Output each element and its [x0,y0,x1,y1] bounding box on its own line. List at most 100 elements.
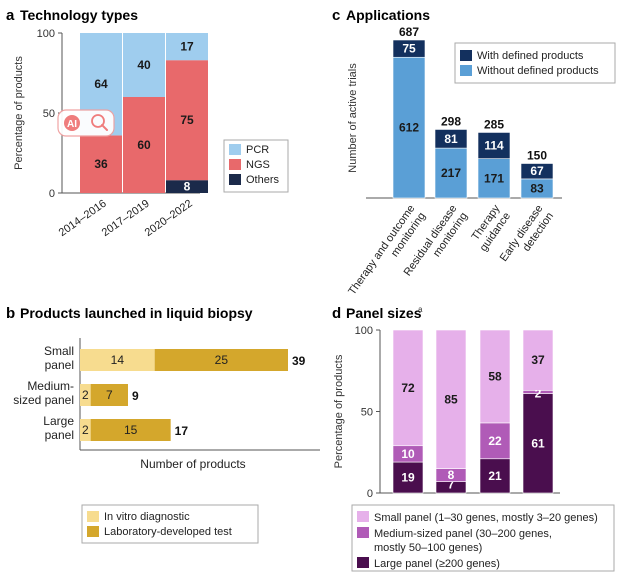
data-label: 8 [448,468,455,482]
category-label: 2014–2016 [57,198,109,239]
legend-box [454,42,616,84]
bar-segment [434,147,468,199]
chart-title: Applications [346,7,430,23]
category-label: 2017–2019 [100,198,152,239]
data-label: 2 [82,388,89,402]
data-label: 36 [94,157,108,171]
y-tick-label: 100 [355,325,373,337]
data-label: 72 [401,381,415,395]
bar-segment [522,329,554,391]
search-icon-handle [101,124,108,131]
panel-letter: d [332,305,341,322]
bar-segment-pcr [123,33,165,97]
data-label: 8 [184,180,191,194]
total-label: 285 [484,117,504,131]
data-label: 612 [399,121,419,135]
data-label: 37 [531,353,545,367]
bar-segment-ngs [166,60,208,181]
data-label: 75 [402,42,416,56]
legend-label: PCR [246,144,269,156]
data-label: 40 [137,58,151,72]
y-tick-label: 0 [367,488,373,500]
category-label: Small [44,344,74,358]
legend-label: Medium-sized panel (30–200 genes, [374,528,552,540]
category-label: sized panel [13,393,74,407]
data-label: 22 [488,434,502,448]
legend-label: Small panel (1–30 genes, mostly 3–20 gen… [374,512,598,524]
data-label: 2 [82,423,89,437]
panel-a-technology-types: a Technology types 0 50 100 Percentage of pro… [6,7,289,239]
data-label: 67 [530,164,544,178]
legend-swatch [357,511,369,522]
bar-segment [520,163,554,180]
legend-swatch [460,50,472,61]
legend-label: NGS [246,159,270,171]
bar-segment [90,384,128,406]
bar-segment [154,349,288,371]
y-tick-label: 50 [361,407,373,419]
data-label: 7 [106,388,113,402]
bar-segment [392,56,426,199]
bar-segment [434,129,468,149]
chart-title: Panel sizes [346,305,422,321]
panel-c-applications: c Applications Number of active trials 612 7… [332,7,616,297]
legend-label: mostly 50–100 genes) [374,542,482,554]
total-label: 687 [399,25,419,39]
x-axis-label: Number of products [140,457,245,471]
data-label: 60 [137,138,151,152]
panel-b-products-launched: b Products launched in liquid biopsy 14 25 3… [6,305,320,544]
panel-letter: a [6,7,15,24]
bar-segment [80,384,91,406]
bar-segment [477,158,511,199]
data-label: 81 [444,132,458,146]
bar-segment [522,393,554,494]
total-label: 9 [132,389,139,403]
y-tick-label: 50 [43,108,55,120]
bar-segment [479,458,511,494]
bar-segment [479,422,511,460]
panel-letter: c [332,7,340,24]
data-label: 14 [111,353,125,367]
data-label: 114 [484,139,504,153]
y-axis-label: Number of active trials [347,63,359,173]
title-superscript: a [418,305,423,314]
total-label: 17 [175,424,189,438]
legend-box [81,504,259,544]
data-label: 21 [488,469,502,483]
legend-swatch [229,174,241,185]
data-label: 25 [215,353,229,367]
bar-segment [392,461,424,494]
data-label: 10 [401,447,415,461]
total-label: 298 [441,114,461,128]
chart-title: Products launched in liquid biopsy [20,305,253,321]
ai-badge-text: AI [67,119,77,130]
data-label: 75 [180,113,194,127]
search-icon [91,114,105,128]
ai-search-overlay[interactable]: AI [57,109,115,137]
bar-segment-others [166,180,208,193]
legend-swatch [357,527,369,538]
data-label: 17 [180,40,194,54]
category-label: Medium- [27,379,74,393]
bar-segment [80,419,91,441]
bar-segment-pcr [166,33,208,61]
legend-label: In vitro diagnostic [104,511,190,523]
legend-label: Large panel (≥200 genes) [374,558,500,570]
data-label: 83 [530,181,544,195]
bar-segment [90,419,171,441]
legend-label: With defined products [477,50,584,62]
data-label: 2 [535,386,542,400]
bar-segment [477,132,511,159]
legend-label: Without defined products [477,65,599,77]
data-label: 85 [444,392,458,406]
legend-swatch [87,511,99,522]
data-label: 19 [401,471,415,485]
legend-label: Laboratory-developed test [104,526,232,538]
legend-swatch [357,557,369,568]
data-label: 64 [94,77,108,91]
bar-segment-ngs [123,97,165,193]
data-label: 15 [124,423,138,437]
y-axis-label: Percentage of products [13,56,25,170]
